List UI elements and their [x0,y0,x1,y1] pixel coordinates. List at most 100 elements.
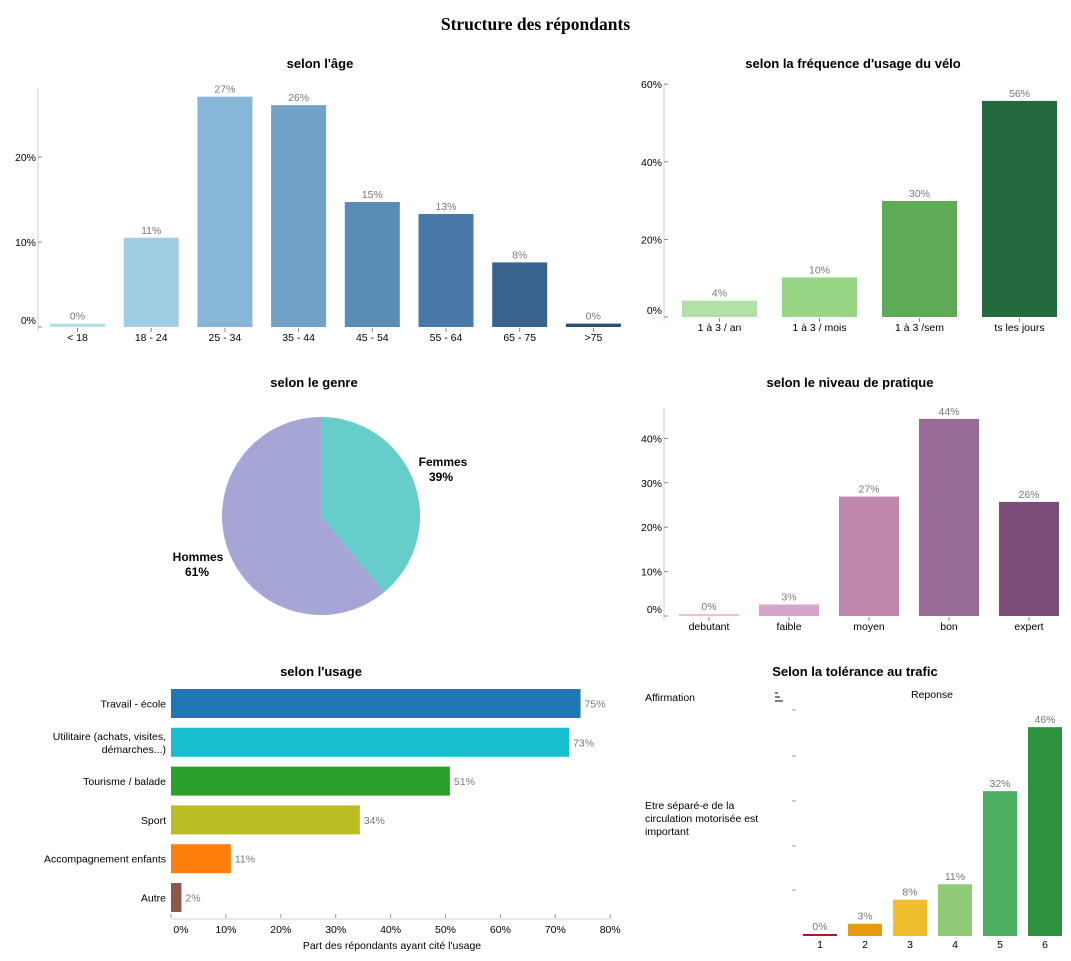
bar [171,766,450,796]
bar [565,323,621,327]
bar-value-label: 27% [858,484,879,496]
x-category-label: bon [940,621,958,633]
chart-title: selon le genre [270,375,357,390]
bar [882,200,957,317]
y-category-label: Travail - école [100,699,166,711]
x-category-label: 2 [862,939,868,951]
bar-value-label: 73% [573,737,594,749]
bar-value-label: 0% [812,921,827,933]
bar-value-label: 34% [364,815,385,827]
y-tick-label: 40% [641,157,662,169]
bar [999,501,1059,616]
bar-value-label: 75% [585,699,606,711]
x-category-label: debutant [689,621,730,633]
bar-value-label: 0% [586,311,601,323]
page-title: Structure des répondants [440,14,631,34]
bar-value-label: 26% [288,92,309,104]
pie-label: Hommes [173,550,224,564]
x-category-label: 1 à 3 /sem [895,322,944,334]
bar [682,300,757,317]
bar [171,844,231,874]
chart-title: selon l'usage [280,664,362,679]
x-category-label: 18 - 24 [135,332,168,344]
x-tick-label: 60% [490,924,511,936]
column-header: Reponse [911,689,953,701]
x-category-label: 3 [907,939,913,951]
bar-value-label: 44% [938,406,959,418]
x-tick-label: 20% [270,924,291,936]
x-category-label: 1 à 3 / an [698,322,742,334]
y-tick-label: 60% [641,79,662,91]
x-tick-label: 70% [545,924,566,936]
pie-slice [222,417,385,615]
bar [1028,727,1062,936]
bar [839,496,899,616]
bar [492,262,548,327]
y-tick-label: 20% [641,234,662,246]
y-category-label: Tourisme / balade [83,776,166,788]
bar-value-label: 0% [70,311,85,323]
x-category-label: >75 [584,332,602,344]
x-category-label: < 18 [67,332,88,344]
pie-label: Femmes [419,455,468,469]
x-tick-label: 40% [380,924,401,936]
y-tick-label: 0% [21,315,36,327]
bar-value-label: 3% [857,911,872,923]
bar-value-label: 0% [701,601,716,613]
bar-value-label: 10% [809,264,830,276]
x-tick-label: 0% [173,924,188,936]
x-category-label: moyen [853,621,885,633]
x-category-label: ts les jours [994,322,1044,334]
bar-value-label: 27% [214,84,235,96]
bar [848,923,882,936]
row-label: important [645,826,689,838]
y-tick-label: 10% [15,237,36,249]
bar [418,213,474,327]
x-tick-label: 30% [325,924,346,936]
bar-value-label: 11% [945,871,965,883]
bar [123,237,179,327]
bar [982,100,1057,317]
x-category-label: 1 à 3 / mois [792,322,846,334]
x-category-label: 45 - 54 [356,332,389,344]
bar [50,323,105,327]
y-category-label: Utilitaire (achats, visites, [53,731,166,743]
row-header: Affirmation [645,692,695,704]
bar-value-label: 13% [435,201,456,213]
bar [171,883,182,912]
bar [938,884,972,936]
x-category-label: 55 - 64 [430,332,463,344]
x-tick-label: 10% [215,924,236,936]
bar-value-label: 32% [989,778,1010,790]
pie-value: 39% [429,470,453,484]
bar [271,105,327,328]
y-tick-label: 30% [641,478,662,490]
chart-title: Selon la tolérance au trafic [772,664,937,679]
bar [197,96,253,328]
y-category-label: Accompagnement enfants [44,854,166,866]
pie-slice [321,417,420,593]
bar [983,791,1017,936]
bar-value-label: 26% [1018,489,1039,501]
y-tick-label: 20% [641,522,662,534]
row-label: circulation motorisée est [645,813,758,825]
bar [782,277,857,317]
x-category-label: expert [1014,621,1043,633]
y-category-label: Sport [141,815,166,827]
y-tick-label: 20% [15,152,36,164]
pie-value: 61% [185,565,209,579]
x-category-label: 65 - 75 [503,332,536,344]
y-tick-label: 10% [641,567,662,579]
bar-value-label: 3% [781,591,796,603]
x-category-label: 6 [1042,939,1048,951]
row-label: Etre séparé-e de la [645,800,734,812]
bar-value-label: 4% [712,288,727,300]
bar [919,418,979,616]
x-category-label: 1 [817,939,823,951]
x-tick-label: 50% [435,924,456,936]
bar-value-label: 8% [512,249,527,261]
bar-value-label: 56% [1009,88,1030,100]
bar-value-label: 2% [185,893,200,905]
y-tick-label: 0% [647,604,662,616]
